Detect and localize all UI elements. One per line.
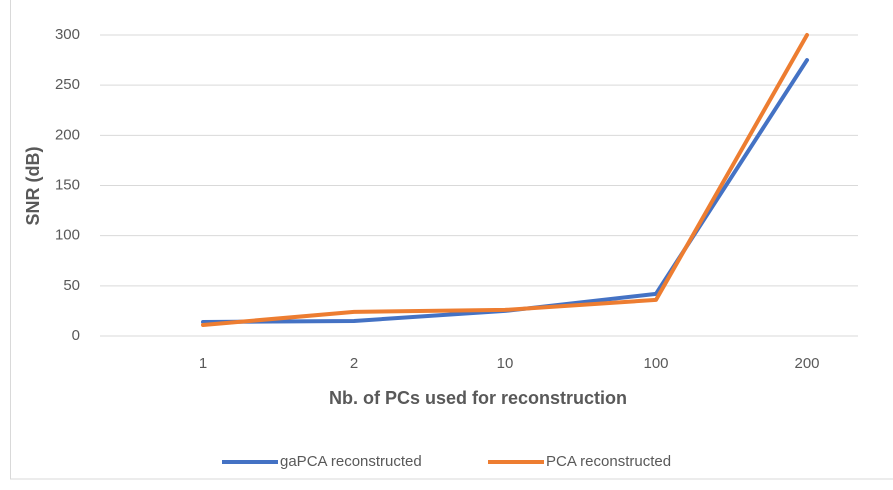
x-tick-label: 2 — [350, 355, 358, 372]
x-tick-label: 10 — [497, 355, 514, 372]
x-tick-label: 1 — [199, 355, 207, 372]
legend-label: gaPCA reconstructed — [280, 453, 422, 470]
x-axis-label: Nb. of PCs used for reconstruction — [329, 388, 627, 408]
y-tick-label: 150 — [55, 176, 80, 193]
data-line — [201, 33, 809, 327]
y-tick-label: 50 — [63, 277, 80, 294]
y-tick-label: 0 — [72, 327, 80, 344]
y-tick-label: 100 — [55, 227, 80, 244]
x-tick-label: 100 — [643, 355, 668, 372]
y-tick-label: 250 — [55, 76, 80, 93]
chart-border — [10, 0, 893, 480]
x-tick-label: 200 — [794, 355, 819, 372]
y-tick-label: 300 — [55, 26, 80, 43]
legend-label: PCA reconstructed — [546, 453, 671, 470]
y-axis-label: SNR (dB) — [23, 147, 43, 226]
y-tick-label: 200 — [55, 126, 80, 143]
